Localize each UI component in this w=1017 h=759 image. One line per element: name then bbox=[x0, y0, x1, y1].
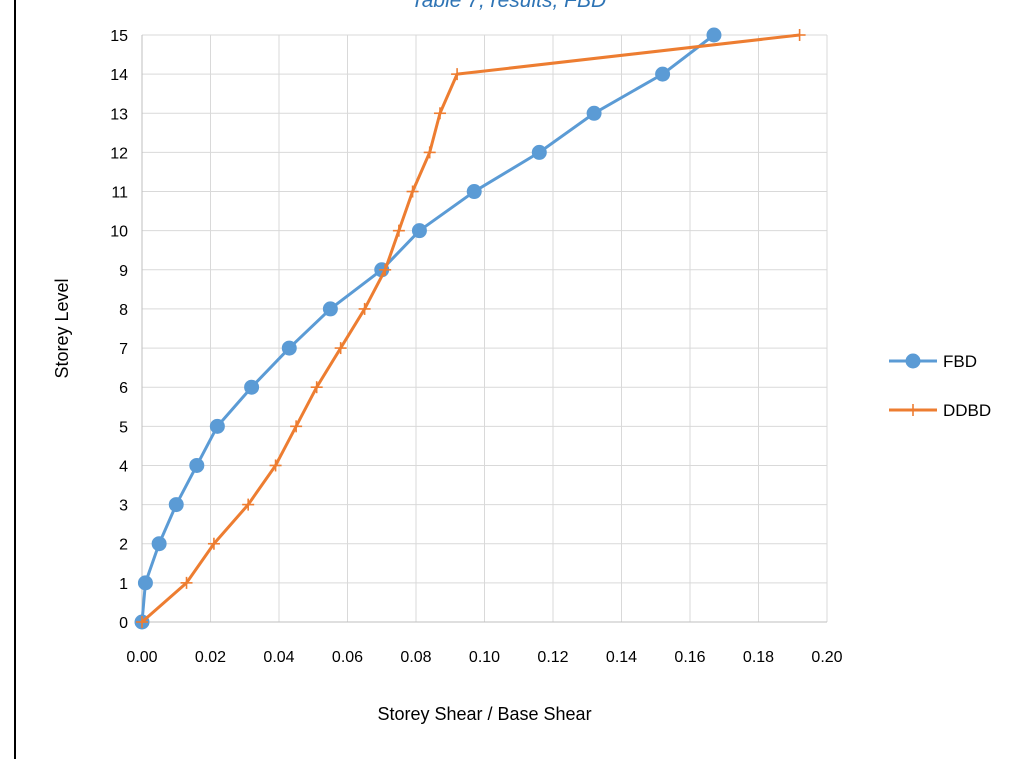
y-axis-title: Storey Level bbox=[52, 278, 72, 378]
x-tick-label: 0.00 bbox=[126, 649, 157, 666]
data-point-ddbd bbox=[180, 576, 193, 589]
y-tick-label: 9 bbox=[119, 263, 128, 280]
chart-area: 0.00 0.02 0.04 0.06 0.08 0.10 0.12 0.14 0.16 0.18… bbox=[14, 0, 1017, 759]
y-tick-label: 5 bbox=[119, 419, 128, 436]
legend-item-fbd: FBD bbox=[889, 352, 977, 371]
y-tick-label: 12 bbox=[110, 145, 128, 162]
line-chart: 0.00 0.02 0.04 0.06 0.08 0.10 0.12 0.14 0.16 0.18… bbox=[52, 27, 991, 724]
x-tick-label: 0.12 bbox=[537, 649, 568, 666]
legend-label-ddbd: DDBD bbox=[943, 401, 991, 420]
x-tick-label: 0.20 bbox=[811, 649, 842, 666]
data-point-ddbd bbox=[136, 616, 148, 628]
data-point-fbd bbox=[655, 66, 671, 82]
y-tick-label: 0 bbox=[119, 615, 128, 632]
y-tick-label: 8 bbox=[119, 302, 128, 319]
data-point-ddbd bbox=[392, 224, 405, 237]
x-tick-label: 0.02 bbox=[195, 649, 226, 666]
x-axis-title: Storey Shear / Base Shear bbox=[377, 704, 591, 724]
y-tick-label: 1 bbox=[119, 576, 128, 593]
y-tick-label: 14 bbox=[110, 67, 128, 84]
y-tick-label: 11 bbox=[111, 185, 128, 202]
y-tick-label: 2 bbox=[119, 537, 128, 554]
y-tick-label: 15 bbox=[110, 28, 128, 45]
series-line-fbd bbox=[140, 33, 715, 623]
data-point-ddbd bbox=[310, 381, 323, 394]
data-point-ddbd bbox=[406, 185, 419, 198]
x-tick-label: 0.16 bbox=[674, 649, 705, 666]
data-point-fbd bbox=[586, 105, 602, 121]
data-point-ddbd bbox=[290, 420, 303, 433]
x-tick-label: 0.06 bbox=[332, 649, 363, 666]
data-point-ddbd bbox=[269, 459, 282, 472]
legend-marker-ddbd bbox=[907, 404, 919, 416]
data-point-fbd bbox=[189, 457, 205, 473]
data-point-fbd bbox=[137, 575, 153, 591]
tick-labels: 0.00 0.02 0.04 0.06 0.08 0.10 0.12 0.14 0.16 0.18… bbox=[110, 28, 842, 666]
data-point-fbd bbox=[411, 223, 427, 239]
data-point-fbd bbox=[168, 497, 184, 513]
data-point-ddbd bbox=[433, 107, 446, 120]
legend-item-ddbd: DDBD bbox=[889, 401, 991, 420]
data-point-ddbd bbox=[793, 29, 806, 41]
y-tick-label: 6 bbox=[119, 380, 128, 397]
data-point-ddbd bbox=[423, 146, 436, 159]
x-tick-label: 0.18 bbox=[743, 649, 774, 666]
y-tick-label: 10 bbox=[110, 224, 128, 241]
x-tick-label: 0.14 bbox=[606, 649, 637, 666]
x-tick-label: 0.04 bbox=[263, 649, 294, 666]
data-point-fbd bbox=[706, 27, 722, 43]
data-point-fbd bbox=[244, 379, 260, 395]
data-point-ddbd bbox=[358, 302, 371, 315]
chart-caption: Table 7, results, FBD bbox=[410, 0, 607, 12]
legend: FBD DDBD bbox=[889, 352, 991, 420]
data-point-ddbd bbox=[379, 263, 392, 276]
legend-label-fbd: FBD bbox=[943, 352, 977, 371]
data-point-fbd bbox=[322, 301, 338, 317]
data-point-ddbd bbox=[242, 498, 255, 511]
y-tick-label: 4 bbox=[119, 458, 128, 475]
series-fbd bbox=[134, 27, 722, 630]
y-tick-label: 13 bbox=[110, 106, 128, 123]
x-tick-label: 0.08 bbox=[400, 649, 431, 666]
data-point-fbd bbox=[531, 144, 547, 160]
series-lines bbox=[134, 27, 806, 630]
data-point-fbd bbox=[151, 536, 167, 552]
gridlines bbox=[141, 34, 828, 623]
x-tick-label: 0.10 bbox=[469, 649, 500, 666]
series-line-ddbd bbox=[141, 33, 800, 624]
data-point-fbd bbox=[466, 184, 482, 200]
y-tick-label: 3 bbox=[119, 498, 128, 515]
data-point-ddbd bbox=[207, 537, 220, 550]
data-point-ddbd bbox=[451, 68, 464, 81]
data-point-ddbd bbox=[334, 342, 347, 355]
data-point-fbd bbox=[209, 418, 225, 434]
series-ddbd bbox=[136, 29, 806, 628]
y-tick-label: 7 bbox=[119, 341, 128, 358]
legend-marker-fbd bbox=[905, 353, 921, 369]
data-point-fbd bbox=[281, 340, 297, 356]
